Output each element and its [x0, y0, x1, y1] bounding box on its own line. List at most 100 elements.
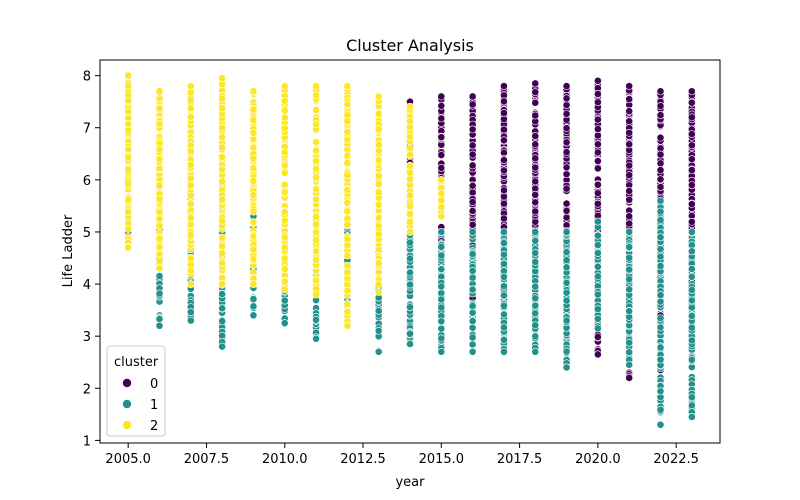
data-point [406, 228, 414, 236]
data-point [531, 294, 540, 303]
data-point [562, 170, 571, 179]
data-point [406, 103, 414, 111]
data-point [343, 159, 352, 167]
data-point [249, 164, 258, 173]
data-point [562, 124, 571, 133]
data-point [468, 207, 477, 215]
data-point [468, 273, 477, 282]
data-point [218, 143, 227, 152]
data-point [687, 130, 696, 138]
data-point [687, 228, 696, 236]
data-point [437, 347, 446, 356]
data-point [312, 82, 320, 90]
data-point [687, 336, 696, 345]
data-point [406, 254, 414, 263]
data-point [562, 109, 571, 118]
data-point [312, 315, 320, 324]
data-point [625, 107, 634, 116]
data-point [625, 243, 634, 251]
data-point [437, 203, 446, 211]
data-point [500, 259, 508, 268]
data-point [249, 87, 258, 96]
data-point [500, 97, 508, 106]
data-point [656, 207, 665, 216]
data-point [562, 213, 571, 222]
data-point [500, 156, 508, 164]
data-point [155, 215, 164, 223]
data-point [186, 113, 195, 121]
data-point [687, 296, 696, 305]
data-point [468, 323, 477, 332]
data-point [280, 277, 289, 286]
data-point [155, 321, 164, 330]
data-point [468, 100, 477, 109]
data-point [249, 245, 258, 254]
data-point [249, 280, 258, 288]
data-point [562, 347, 571, 356]
data-point [656, 159, 665, 168]
data-point [531, 198, 540, 207]
data-point [312, 146, 320, 155]
data-point [124, 71, 133, 80]
data-point [687, 141, 696, 150]
data-point [625, 140, 634, 149]
data-point [218, 104, 227, 113]
data-point [249, 191, 258, 200]
data-point [531, 321, 540, 330]
data-point [625, 307, 634, 316]
data-point [593, 140, 602, 149]
data-point [155, 181, 164, 190]
data-point [656, 314, 665, 322]
data-point [343, 307, 352, 316]
data-point [186, 147, 195, 156]
data-point [249, 302, 258, 311]
data-point [531, 98, 540, 107]
data-point [124, 196, 133, 205]
data-point [687, 181, 696, 189]
data-point [437, 317, 446, 326]
data-point [562, 263, 571, 272]
data-point [625, 348, 634, 357]
data-point [343, 198, 352, 207]
data-point [656, 233, 665, 242]
data-point [155, 120, 164, 129]
data-point [562, 296, 571, 305]
data-point [593, 305, 602, 314]
data-point [218, 177, 227, 186]
data-point [280, 161, 289, 170]
data-point [468, 150, 477, 159]
data-point [280, 124, 289, 133]
data-point [186, 308, 195, 317]
data-point [343, 128, 352, 136]
legend-label: 2 [150, 419, 158, 434]
data-point [437, 133, 446, 142]
x-tick-label: 2015.0 [419, 452, 465, 467]
data-point [593, 180, 602, 189]
data-point [531, 132, 540, 140]
data-point [687, 272, 696, 281]
data-point [468, 333, 477, 342]
data-point [562, 363, 571, 372]
data-point [687, 247, 696, 256]
data-point [500, 109, 508, 117]
data-point [249, 135, 258, 144]
data-point [312, 173, 320, 182]
legend: cluster 0 1 2 [106, 345, 166, 437]
data-point [656, 196, 665, 205]
data-point [562, 94, 571, 103]
data-point [656, 355, 665, 364]
data-point [343, 251, 352, 260]
data-point [687, 393, 696, 402]
data-point [186, 160, 195, 169]
data-point [124, 145, 133, 154]
data-point [186, 104, 195, 113]
data-point [312, 212, 320, 221]
data-point [593, 90, 602, 98]
data-point [437, 295, 446, 304]
data-point [406, 168, 414, 177]
data-point [343, 207, 352, 216]
data-point [656, 166, 665, 174]
data-point [249, 255, 258, 264]
data-point [249, 177, 258, 185]
